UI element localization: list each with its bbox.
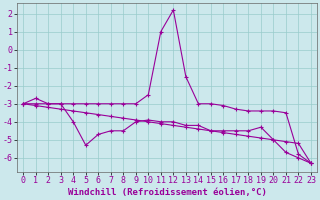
X-axis label: Windchill (Refroidissement éolien,°C): Windchill (Refroidissement éolien,°C) [68, 188, 267, 197]
